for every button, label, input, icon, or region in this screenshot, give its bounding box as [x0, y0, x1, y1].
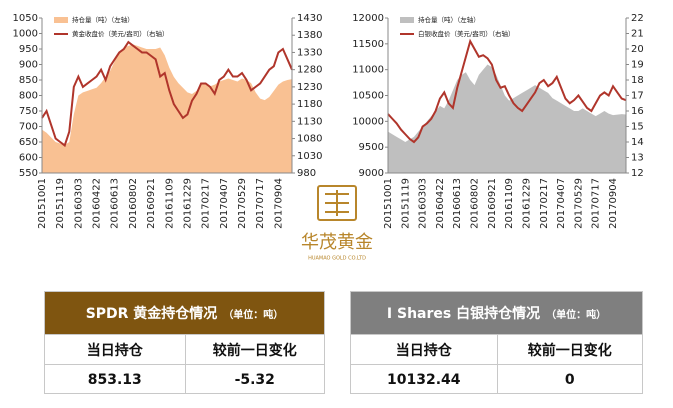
y2-tick-label: 1380 — [297, 30, 322, 41]
y2-tick-label: 1430 — [297, 13, 322, 24]
y2-tick-label: 1030 — [297, 151, 322, 162]
cell: 0 — [496, 364, 642, 394]
x-tick-label: 20170217 — [539, 178, 550, 229]
table-unit: （单位：吨） — [223, 309, 284, 321]
x-tick-label: 20170717 — [591, 178, 602, 229]
y2-tick-label: 980 — [297, 168, 316, 179]
x-tick-label: 20170717 — [255, 178, 266, 229]
y-tick-label: 11500 — [352, 39, 384, 50]
y2-tick-label: 1230 — [297, 82, 322, 93]
y2-tick-label: 13 — [631, 153, 644, 164]
y2-tick-label: 20 — [631, 44, 644, 55]
table: SPDR 黄金持仓情况 （单位：吨） 当日持仓 较前一日变化 853.13 -5.… — [44, 291, 325, 394]
legend-swatch — [400, 17, 414, 23]
x-tick-label: 20160921 — [146, 178, 157, 229]
x-tick-label: 20170407 — [219, 178, 230, 229]
y-tick-label: 10000 — [352, 116, 384, 127]
y2-tick-label: 18 — [631, 75, 644, 86]
col-header: 当日持仓 — [45, 334, 185, 364]
col-header: 当日持仓 — [351, 334, 497, 364]
y2-tick-label: 1280 — [297, 65, 322, 76]
x-tick-label: 20170904 — [608, 178, 619, 229]
y-tick-label: 9500 — [359, 142, 384, 153]
legend-label: 持仓量（吨）（左轴） — [72, 15, 134, 24]
cell: -5.32 — [184, 364, 324, 394]
x-tick-label: 20161109 — [164, 178, 175, 229]
x-tick-label: 20161229 — [521, 178, 532, 229]
line — [41, 40, 293, 148]
table-header: SPDR 黄金持仓情况 （单位：吨） — [45, 292, 324, 334]
x-tick-label: 20151119 — [400, 178, 411, 229]
table-title: I Shares 白银持仓情况 — [386, 306, 541, 322]
area — [42, 44, 292, 173]
x-tick-label: 20170217 — [201, 178, 212, 229]
x-tick-label: 20151001 — [383, 178, 394, 229]
y-tick-label: 800 — [19, 91, 38, 102]
x-tick-label: 20160921 — [487, 178, 498, 229]
y2-tick-label: 21 — [631, 29, 644, 40]
legend-label: 持仓量（吨）（左轴） — [418, 15, 480, 24]
y2-tick-label: 12 — [631, 168, 644, 179]
y2-tick-label: 17 — [631, 91, 644, 102]
x-tick-label: 20160303 — [73, 178, 84, 229]
x-tick-label: 20160613 — [110, 178, 121, 229]
x-tick-label: 20170529 — [573, 178, 584, 229]
y-tick-label: 11000 — [352, 65, 384, 76]
col-header: 较前一日变化 — [496, 334, 642, 364]
x-tick-label: 20160613 — [452, 178, 463, 229]
y-tick-label: 650 — [19, 137, 38, 148]
x-tick-label: 20161229 — [182, 178, 193, 229]
y2-tick-label: 14 — [631, 137, 644, 148]
legend-label: 黄金收盘价（美元/盎司）（右轴） — [72, 29, 168, 38]
y2-tick-label: 1330 — [297, 47, 322, 58]
charts: 华茂黄金 HUAMAO GOLD CO.LTD 550 600 650 700 750 8… — [13, 13, 644, 262]
y-tick-label: 600 — [19, 153, 38, 164]
x-tick-label: 20160303 — [418, 178, 429, 229]
cell: 853.13 — [45, 364, 185, 394]
x-tick-label: 20170529 — [237, 178, 248, 229]
y-tick-label: 550 — [19, 168, 38, 179]
x-tick-label: 20160802 — [128, 178, 139, 229]
table-title: SPDR 黄金持仓情况 — [85, 306, 218, 322]
x-tick-label: 20160422 — [435, 178, 446, 229]
y2-tick-label: 16 — [631, 106, 644, 117]
y2-tick-label: 1080 — [297, 134, 322, 145]
x-tick-label: 20151001 — [37, 178, 48, 229]
logo-name: 华茂黄金 — [301, 232, 373, 253]
table: I Shares 白银持仓情况 （单位：吨） 当日持仓 较前一日变化 10132.… — [350, 291, 643, 394]
legend-swatch — [54, 17, 68, 23]
col-header: 较前一日变化 — [184, 334, 324, 364]
line — [387, 38, 627, 144]
x-tick-label: 20170904 — [273, 178, 284, 229]
y-tick-label: 1050 — [13, 13, 38, 24]
y2-tick-label: 1130 — [297, 116, 322, 127]
logo-icon — [317, 185, 357, 221]
y-tick-label: 10500 — [352, 91, 384, 102]
y-tick-label: 900 — [19, 60, 38, 71]
y-tick-label: 700 — [19, 122, 38, 133]
y-tick-label: 750 — [19, 106, 38, 117]
table-unit: （单位：吨） — [546, 309, 607, 321]
y2-tick-label: 15 — [631, 122, 644, 133]
y2-tick-label: 1180 — [297, 99, 322, 110]
logo-subtitle: HUAMAO GOLD CO.LTD — [308, 256, 366, 262]
y2-tick-label: 19 — [631, 60, 644, 71]
y-tick-label: 950 — [19, 44, 38, 55]
x-tick-label: 20151119 — [55, 178, 66, 229]
x-tick-label: 20161109 — [504, 178, 515, 229]
cell: 10132.44 — [351, 364, 497, 394]
x-tick-label: 20160802 — [470, 178, 481, 229]
y-tick-label: 1000 — [13, 29, 38, 40]
x-tick-label: 20160422 — [92, 178, 103, 229]
y-tick-label: 9000 — [359, 168, 384, 179]
y-tick-label: 850 — [19, 75, 38, 86]
x-tick-label: 20170407 — [556, 178, 567, 229]
legend-label: 白银收盘价（美元/盎司）（右轴） — [418, 29, 514, 38]
table-header: I Shares 白银持仓情况 （单位：吨） — [351, 292, 642, 334]
y-tick-label: 12000 — [352, 13, 384, 24]
area — [388, 64, 626, 173]
y2-tick-label: 22 — [631, 13, 644, 24]
